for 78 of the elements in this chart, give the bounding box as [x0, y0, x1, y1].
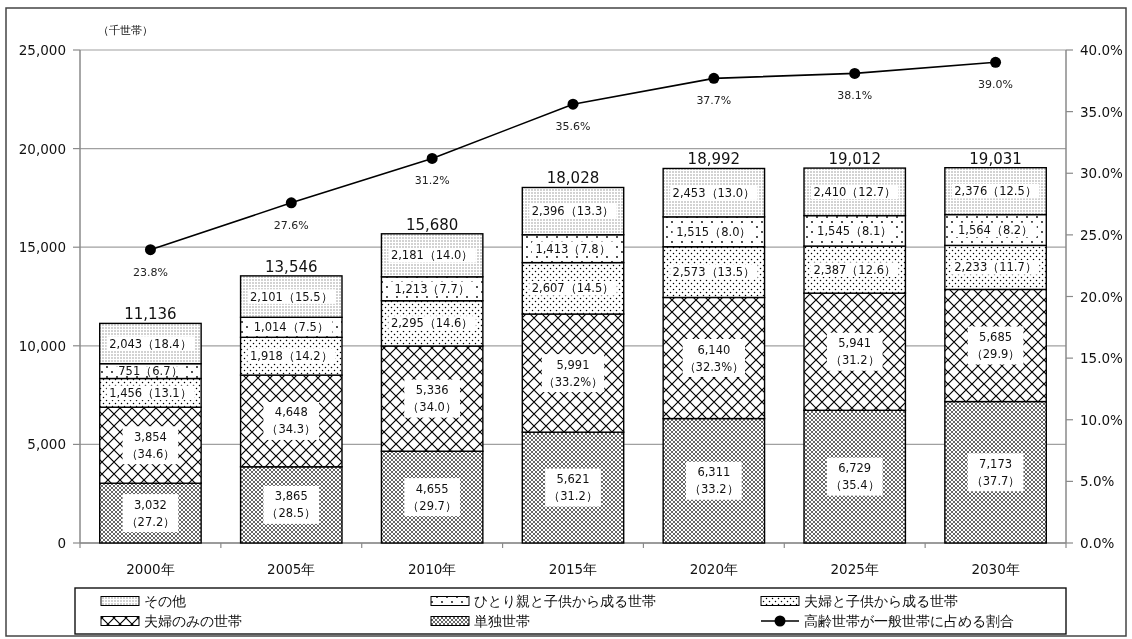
- total-label: 18,992: [687, 150, 741, 169]
- y-tick-label: 10,000: [18, 337, 66, 354]
- total-label: 18,028: [546, 169, 600, 188]
- data-label: 37.7%: [696, 94, 732, 108]
- data-label: 35.6%: [555, 120, 591, 134]
- data-label: 6,140 （32.3%）: [683, 342, 745, 374]
- x-tick-label: 2025年: [830, 561, 879, 577]
- data-label: 3,032 （27.2）: [125, 497, 176, 529]
- y2-tick-label: 40.0%: [1080, 42, 1124, 58]
- data-label: 2,396（13.3）: [531, 204, 615, 219]
- data-label: 31.2%: [414, 174, 450, 188]
- total-label: 15,680: [405, 215, 459, 234]
- data-label: 6,311 （33.2）: [689, 465, 739, 497]
- data-label: 5,991 （33.2%）: [542, 357, 604, 389]
- y2-tick-label: 25.0%: [1080, 226, 1124, 243]
- data-label: 1,014（7.5）: [253, 320, 329, 335]
- x-tick-label: 2005年: [267, 561, 316, 577]
- data-label: 1,456（13.1）: [109, 385, 192, 400]
- data-label: 2,453（13.0）: [672, 185, 756, 200]
- data-label: 1,918（14.2）: [250, 349, 333, 364]
- legend-label: ひとり親と子供から成る世帯: [474, 593, 656, 609]
- data-label: 2,410（12.7）: [813, 184, 896, 199]
- y-tick-label: 5,000: [27, 436, 66, 453]
- data-label: 38.1%: [837, 89, 873, 103]
- data-label: 2,376（12.5）: [954, 184, 1037, 199]
- data-label: 2,233（11.7）: [954, 260, 1037, 275]
- data-label: 1,213（7.7）: [394, 281, 470, 296]
- y-tick-label: 15,000: [18, 239, 66, 256]
- x-tick-label: 2010年: [407, 561, 457, 577]
- y-axis-title: （千世帯）: [97, 23, 153, 37]
- data-label: 5,685 （29.9）: [970, 329, 1021, 361]
- total-label: 19,031: [969, 149, 1022, 168]
- data-label: 5,621 （31.2）: [548, 472, 598, 504]
- data-label: 3,865 （28.5）: [266, 489, 317, 521]
- data-label: 1,413（7.8）: [535, 241, 611, 256]
- y2-tick-label: 5.0%: [1080, 473, 1115, 490]
- data-label: 1,564（8.2）: [957, 222, 1034, 237]
- data-label: 7,173 （37.7）: [970, 456, 1021, 488]
- total-label: 19,012: [828, 150, 881, 169]
- data-label: 4,648 （34.3）: [266, 405, 317, 437]
- x-tick-label: 2030年: [971, 561, 1020, 577]
- data-label: 2,295（14.6）: [390, 316, 474, 331]
- y2-tick-label: 15.0%: [1080, 350, 1124, 367]
- data-label: 5,941 （31.2）: [829, 336, 880, 368]
- legend-label: その他: [144, 593, 186, 609]
- y2-tick-label: 35.0%: [1080, 103, 1124, 120]
- y2-tick-label: 30.0%: [1080, 165, 1124, 182]
- y-tick-label: 20,000: [18, 140, 66, 157]
- data-label: 2,387（12.6）: [813, 262, 896, 277]
- y2-tick-label: 0.0%: [1080, 535, 1115, 551]
- data-label: 2,607（14.5）: [531, 281, 615, 296]
- x-tick-label: 2020年: [689, 561, 739, 577]
- x-tick-label: 2015年: [548, 561, 598, 577]
- y-tick-label: 0: [57, 535, 66, 551]
- y-tick-label: 25,000: [18, 42, 66, 58]
- data-label: 2,573（13.5）: [672, 265, 756, 280]
- data-label: 751（6.7）: [118, 364, 183, 379]
- data-label: 23.8%: [132, 265, 168, 279]
- data-label: 2,101（15.5）: [250, 289, 333, 304]
- y2-tick-label: 10.0%: [1080, 411, 1124, 428]
- y2-tick-label: 20.0%: [1080, 288, 1124, 305]
- data-label: 27.6%: [273, 218, 309, 232]
- total-label: 11,136: [124, 305, 177, 324]
- data-label: 2,043（18.4）: [109, 336, 192, 351]
- data-label: 4,655 （29.7）: [407, 481, 457, 513]
- data-label: 6,729 （35.4）: [829, 461, 880, 493]
- data-label: 39.0%: [978, 78, 1014, 92]
- legend-label: 高齢世帯が一般世帯に占める割合: [804, 613, 1014, 629]
- data-label: 1,515（8.0）: [676, 224, 752, 239]
- x-tick-label: 2000年: [126, 561, 175, 577]
- legend-label: 夫婦と子供から成る世帯: [804, 593, 958, 609]
- legend-label: 単独世帯: [474, 613, 530, 629]
- data-label: 3,854 （34.6）: [125, 429, 176, 461]
- data-label: 5,336 （34.0）: [407, 383, 457, 415]
- data-label: 2,181（14.0）: [390, 248, 474, 263]
- legend-label: 夫婦のみの世帯: [144, 613, 242, 629]
- total-label: 13,546: [265, 257, 318, 276]
- data-label: 1,545（8.1）: [817, 223, 893, 238]
